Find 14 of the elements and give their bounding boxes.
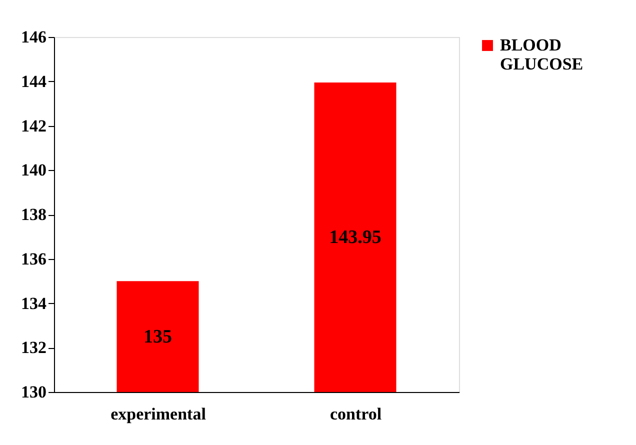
data-label: 143.95: [329, 227, 382, 248]
y-tick-label: 142: [21, 116, 46, 136]
legend-label: BLOOD GLUCOSE: [500, 36, 584, 74]
y-tick-label: 132: [21, 338, 46, 358]
x-tick-label: control: [330, 404, 382, 424]
x-tick-label: experimental: [110, 404, 206, 424]
y-tick-label: 138: [21, 205, 46, 224]
y-tick-label: 134: [21, 294, 47, 313]
y-tick-label: 136: [21, 249, 46, 268]
y-tick-label: 140: [21, 160, 46, 180]
y-tick-label: 144: [21, 72, 47, 91]
data-label: 135: [144, 326, 172, 348]
y-tick-label: 146: [21, 28, 46, 46]
y-tick-label: 130: [21, 382, 46, 402]
